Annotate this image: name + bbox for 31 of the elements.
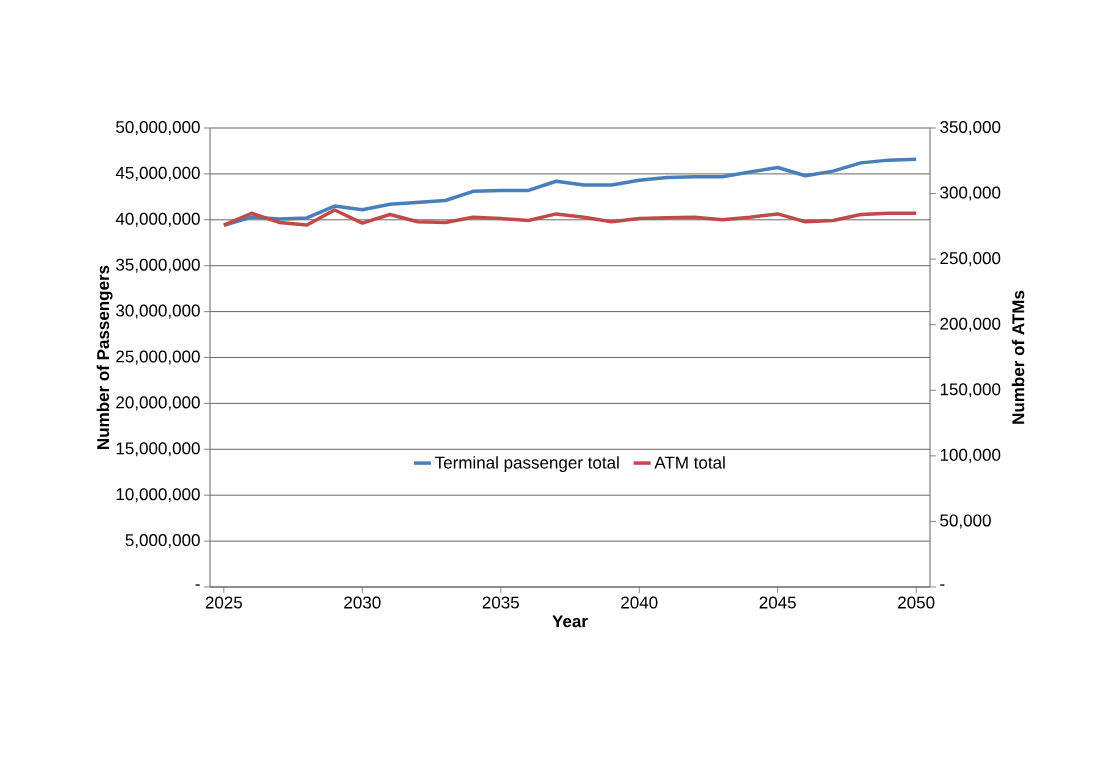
y2-axis-title: Number of ATMs xyxy=(1011,290,1025,424)
y-tick-label: 45,000,000 xyxy=(115,166,200,181)
x-tick-label: 2025 xyxy=(205,596,243,609)
y-tick-label: 20,000,000 xyxy=(116,396,200,411)
y2-tick-label: 100,000 xyxy=(940,448,1001,463)
x-axis-title: Year xyxy=(552,615,588,628)
y2-tick-label: 150,000 xyxy=(940,383,1001,398)
x-tick-label: 2040 xyxy=(621,596,658,609)
y2-tick-label: - xyxy=(940,584,945,586)
x-tick-label: 2030 xyxy=(344,596,381,609)
y2-tick-label: 300,000 xyxy=(940,186,1001,201)
y-tick-label: 25,000,000 xyxy=(116,350,200,365)
y2-tick-label: 250,000 xyxy=(940,252,1001,267)
y-tick-label: 30,000,000 xyxy=(116,304,200,319)
y-tick-label: 5,000,000 xyxy=(125,534,200,549)
legend-label: ATM total xyxy=(654,456,725,469)
line-series xyxy=(222,208,918,227)
y-tick-label: 35,000,000 xyxy=(116,258,200,273)
x-tick-label: 2045 xyxy=(759,596,796,609)
legend-label: Terminal passenger total xyxy=(435,456,619,473)
y2-tick-label: 200,000 xyxy=(940,317,1001,332)
y2-tick-label: 350,000 xyxy=(940,120,1001,136)
x-tick-label: 2035 xyxy=(482,596,519,609)
y-tick-label: 10,000,000 xyxy=(116,488,200,503)
y-axis-title: Number of Passengers xyxy=(96,265,113,449)
x-tick-label: 2050 xyxy=(898,596,935,609)
y-tick-label: 50,000,000 xyxy=(116,120,200,136)
y-tick-label: - xyxy=(195,584,200,586)
y-tick-label: 40,000,000 xyxy=(115,212,200,227)
y-tick-label: 15,000,000 xyxy=(116,442,200,457)
y2-tick-label: 50,000 xyxy=(940,514,991,529)
